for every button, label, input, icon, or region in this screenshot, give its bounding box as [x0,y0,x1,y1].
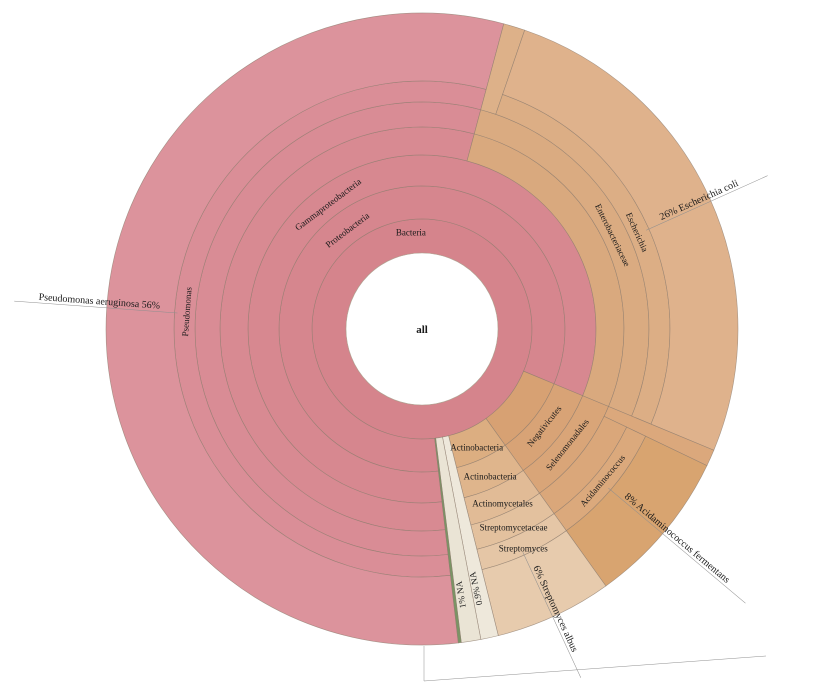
wedge-NA[interactable] [435,436,482,643]
wedge-unlabeled[interactable] [434,437,462,644]
wedge-Streptomyces albus[interactable] [481,530,607,637]
label-leader-line [646,175,768,231]
radial-label-NA: 1% NA [454,580,468,609]
wedge-unlabeled[interactable] [480,23,526,115]
label-Bacteria: Bacteria [396,228,426,238]
label-Streptomycetaceae: Streptomycetaceae [480,522,548,532]
wedge-Acidaminococcus fermentans[interactable] [565,435,708,587]
label-Actinobacteria: Actinobacteria [464,472,517,482]
label-leader-line [14,300,178,314]
center-circle[interactable] [345,252,499,406]
wedge-NA[interactable] [442,435,499,640]
label-Actinomycetales: Actinomycetales [472,498,533,508]
label-Actinobacteria: Actinobacteria [450,442,503,452]
center-label: all [416,324,428,336]
wedge-Pseudomonas aeruginosa[interactable] [105,12,505,646]
label-leader-line [608,487,746,604]
wedge-unlabeled[interactable] [603,406,715,467]
clipped-label-leader-line [423,646,767,682]
label-Pseudomonas: Pseudomonas [180,286,194,337]
label-Streptomyces: Streptomyces [499,543,548,553]
label-leader-line [522,552,582,678]
wedges [105,12,739,646]
wedge-Escherichia coli[interactable] [502,29,739,451]
